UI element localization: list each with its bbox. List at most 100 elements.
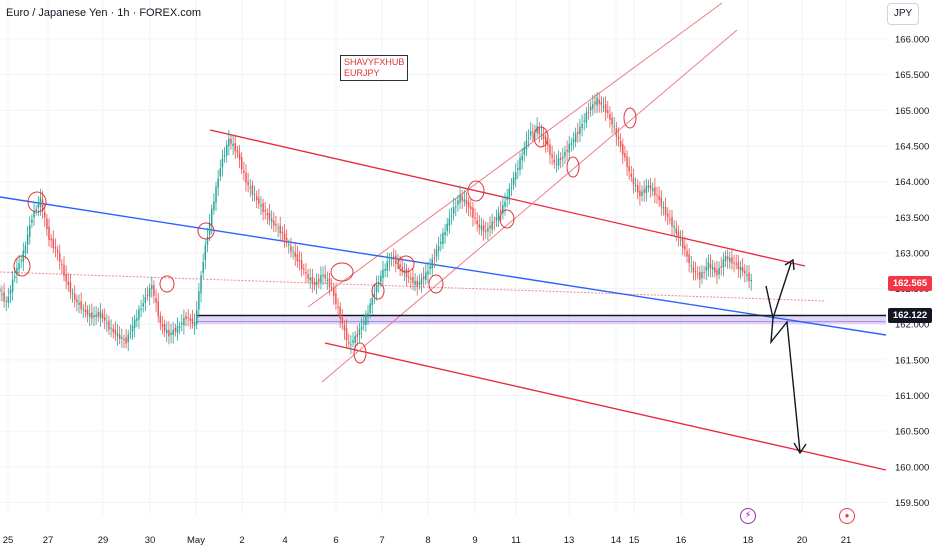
candle-body [635,185,636,186]
candle-body [427,271,428,274]
y-tick-label: 161.500 [895,355,929,366]
candle-body [714,268,715,272]
symbol-title[interactable]: Euro / Japanese Yen · 1h · FOREX.com [6,7,201,19]
candle-body [250,187,251,188]
lightning-icon[interactable]: ⚡ [740,508,756,524]
candle-body [571,143,572,145]
candle-body [622,144,623,155]
candle-body [733,263,734,264]
candle-body [230,139,231,144]
candle-body [596,98,597,106]
candle-body [387,262,388,271]
candle-body [551,155,552,158]
candle-body [601,102,602,105]
marker-circle [331,263,353,281]
candle-body [324,274,325,278]
annotation-line-2: EURJPY [344,68,404,79]
x-tick-label: 21 [841,535,852,546]
candle-body [70,282,71,292]
candle-body [693,267,694,272]
y-tick-label: 166.000 [895,35,929,46]
candle-body [316,281,317,285]
candle-body [729,258,730,262]
candle-body [466,200,467,204]
x-tick-label: 11 [511,535,521,546]
candle-body [688,254,689,263]
candle-body [192,318,193,323]
candle-body [425,272,426,280]
candle-body [115,330,116,334]
candle-body [513,178,514,186]
candle-body [359,329,360,335]
candle-body [682,238,683,248]
candle-body [200,275,201,293]
candle-body [288,244,289,245]
candle-body [464,199,465,201]
candle-body [89,313,90,317]
candle-body [708,262,709,270]
x-tick-label: 2 [239,535,244,546]
candle-body [455,206,456,207]
candle-body [472,208,473,218]
candle-body [271,219,272,222]
candle-body [354,336,355,343]
projection-path-up [773,263,791,318]
candle-body [228,139,229,147]
candle-body [656,195,657,196]
candle-body [588,112,589,113]
y-tick-label: 163.000 [895,248,929,259]
record-icon[interactable]: ● [839,508,855,524]
currency-button[interactable]: JPY [887,3,919,25]
candle-body [680,240,681,241]
candle-body [438,246,439,251]
candle-body [301,260,302,269]
candle-body [489,226,490,228]
candle-body [331,287,332,288]
x-tick-label: 15 [629,535,640,546]
candle-body [646,186,647,193]
candle-body [247,182,248,186]
candle-body [504,202,505,207]
candle-body [76,299,77,302]
candle-body [494,222,495,223]
candle-body [147,295,148,296]
x-axis[interactable]: 25 27 29 30 May 2 4 6 7 8 9 11 13 14 15 16 18 20 21 [3,535,852,546]
candle-body [29,225,30,237]
x-tick-label: 8 [425,535,430,546]
candle-body [254,194,255,195]
candle-body [100,311,101,317]
candle-body [102,314,103,319]
candle-body [273,221,274,225]
candle-body [639,191,640,197]
candle-body [444,232,445,235]
candle-body [130,333,131,334]
candle-body [491,221,492,229]
candle-body [14,276,15,278]
candle-body [543,135,544,139]
candle-body [262,203,263,212]
candle-body [264,210,265,211]
candle-body [699,272,700,280]
candle-body [226,145,227,156]
candle-body [55,247,56,248]
candle-body [85,310,86,312]
candle-body [611,118,612,125]
x-tick-label: 30 [145,535,156,546]
candle-body [83,309,84,310]
candle-body [65,274,66,281]
candle-body [382,270,383,278]
candle-body [104,317,105,321]
candle-body [140,308,141,310]
candle-body [361,327,362,330]
candle-body [205,245,206,260]
candle-body [243,171,244,173]
candle-body [294,253,295,257]
candle-body [626,156,627,167]
candle-body [744,271,745,274]
candle-body [607,110,608,113]
candle-body [671,217,672,226]
y-axis[interactable]: 166.000 165.500 165.000 164.500 164.000 163.5… [895,35,929,509]
candle-body [586,113,587,123]
